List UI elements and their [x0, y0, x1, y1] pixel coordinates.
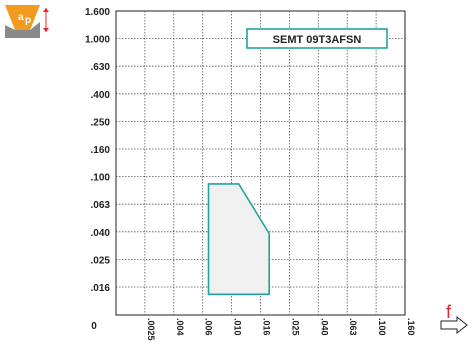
plot-area: .0025 .004 .006 .010 .016 .025 .040 .063 .100 .16… [85, 7, 416, 341]
insert-depth-icon-workpiece [5, 22, 40, 38]
y-tick-label: .630 [91, 62, 111, 73]
y-tick-label: 1.600 [85, 7, 110, 18]
y-tick-label: .160 [91, 145, 111, 156]
x-tick-label: .0025 [146, 318, 156, 341]
x-tick-label: .010 [233, 318, 243, 336]
y-tick-label: .025 [91, 255, 111, 266]
x-tick-label: .025 [290, 318, 300, 336]
y-tick-label: .250 [91, 117, 111, 128]
depth-arrow-bottom-icon [43, 28, 49, 32]
insert-depth-sub: p [25, 15, 31, 26]
x-tick-label: .016 [262, 318, 272, 336]
x-tick-label: .160 [406, 318, 416, 336]
series-region [207, 183, 271, 296]
x-axis-label: f [446, 302, 452, 322]
depth-arrow-top-icon [43, 8, 49, 12]
x-tick-label: .063 [348, 318, 358, 336]
y-tick-label: .400 [91, 90, 111, 101]
legend-label: SEMT 09T3AFSN [273, 34, 362, 46]
y-tick-label: .040 [91, 228, 111, 239]
insert-depth-icon-insert [5, 5, 40, 30]
feed-arrow-icon [440, 315, 468, 335]
legend-box [246, 28, 388, 49]
feed-axis: f [440, 302, 468, 335]
x-tick-label: .100 [377, 318, 387, 336]
y-tick-label: .016 [91, 283, 111, 294]
x-zero-label: 0 [91, 321, 97, 332]
legend: SEMT 09T3AFSN [246, 28, 388, 49]
insert-depth-label: a [18, 12, 24, 23]
x-tick-label: .040 [319, 318, 329, 336]
x-tick-label: .004 [175, 318, 185, 336]
y-tick-label: .063 [91, 200, 111, 211]
y-tick-label: .100 [91, 173, 111, 184]
insert-depth-icon: a p [5, 5, 50, 47]
y-tick-label: 1.000 [85, 35, 110, 46]
x-tick-label: .006 [204, 318, 214, 336]
